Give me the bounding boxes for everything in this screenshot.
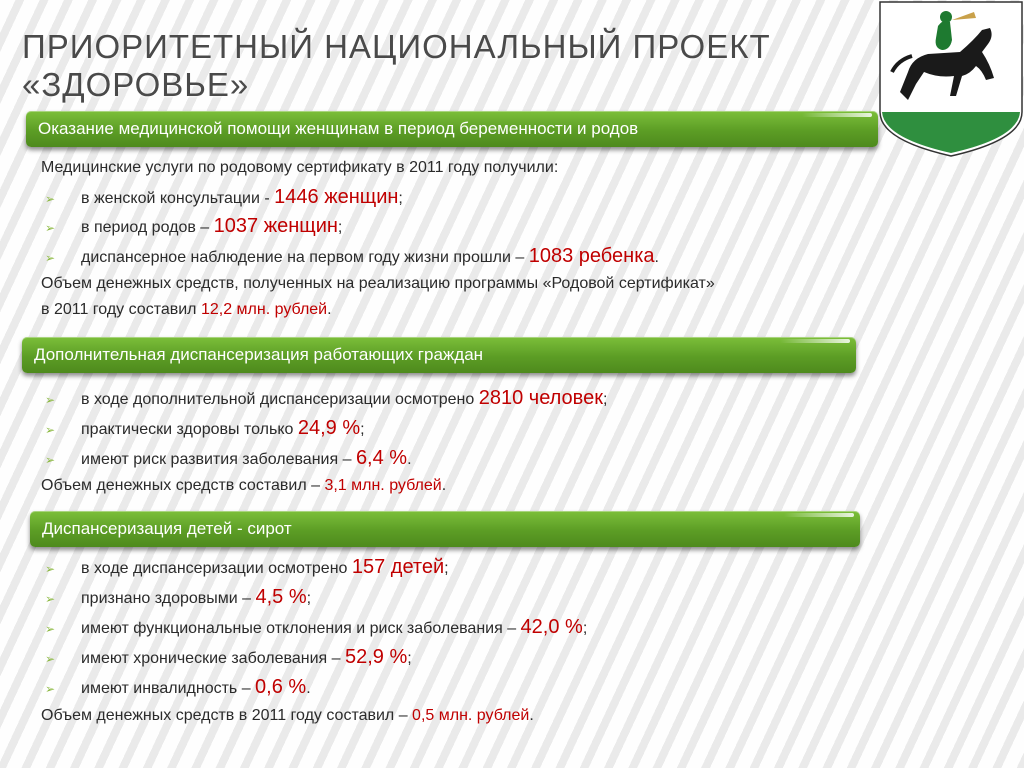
list-item: ➢ в период родов – 1037 женщин; [45,214,342,240]
section-header-label: Оказание медицинской помощи женщинам в п… [38,119,639,138]
header-highlight [802,113,872,117]
list-item: ➢ имеют функциональные отклонения и риск … [45,615,587,641]
item-text: практически здоровы только [81,421,298,438]
item-tail: ; [582,620,588,637]
section-header-orphans: Диспансеризация детей - сирот [30,511,860,547]
item-value: 52,9 % [344,646,408,668]
arrow-bullet-icon: ➢ [45,682,56,696]
item-text: в женской консультации - [81,190,275,207]
item-tail: . [654,249,659,266]
item-value: 0,6 % [255,676,307,698]
footer-text: Объем денежных средств составил – [41,477,325,494]
header-highlight [784,513,854,517]
list-item: ➢ в ходе дополнительной диспансеризации о… [45,386,607,412]
section-header-label: Дополнительная диспансеризация работающи… [34,345,484,364]
item-text: в период родов – [81,219,214,236]
item-value: 1037 женщин [213,215,338,237]
item-text: диспансерное наблюдение на первом году ж… [81,249,529,266]
item-tail: ; [602,391,608,408]
slide-title: ПРИОРИТЕТНЫЙ НАЦИОНАЛЬНЫЙ ПРОЕКТ «ЗДОРОВ… [22,28,771,103]
item-text: в ходе дополнительной диспансеризации ос… [81,391,479,408]
item-tail: ; [360,421,365,438]
item-value: 1083 ребенка [528,245,655,267]
item-value: 42,0 % [520,616,583,638]
header-highlight [780,339,850,343]
arrow-bullet-icon: ➢ [45,622,56,636]
list-item: ➢ имеют хронические заболевания – 52,9 %; [45,645,412,671]
footer-value: 0,5 млн. рублей [412,707,530,724]
arrow-bullet-icon: ➢ [45,562,56,576]
item-tail: . [407,451,412,468]
item-text: признано здоровыми – [81,590,256,607]
footer-tail: . [327,301,332,318]
footer-text: в 2011 году составил [41,301,201,318]
arrow-bullet-icon: ➢ [45,393,56,407]
section-footer-line: Объем денежных средств, полученных на ре… [41,275,715,292]
item-value: 6,4 % [355,447,408,469]
list-item: ➢ в женской консультации - 1446 женщин; [45,185,403,211]
item-text: имеют инвалидность – [81,680,256,697]
arrow-bullet-icon: ➢ [45,652,56,666]
list-item: ➢ имеют риск развития заболевания – 6,4 %… [45,446,412,472]
item-value: 2810 человек [478,387,603,409]
item-tail: ; [444,560,449,577]
list-item: ➢ имеют инвалидность – 0,6 %. [45,675,311,701]
section-header-maternity: Оказание медицинской помощи женщинам в п… [26,111,878,147]
arrow-bullet-icon: ➢ [45,221,56,235]
arrow-bullet-icon: ➢ [45,592,56,606]
arrow-bullet-icon: ➢ [45,192,56,206]
list-item: ➢ признано здоровыми – 4,5 %; [45,585,311,611]
item-tail: ; [306,590,312,607]
footer-value: 3,1 млн. рублей [324,477,442,494]
arrow-bullet-icon: ➢ [45,453,56,467]
list-item: ➢ диспансерное наблюдение на первом году … [45,244,659,270]
item-text: имеют функциональные отклонения и риск з… [81,620,521,637]
item-text: имеют риск развития заболевания – [81,451,356,468]
footer-value: 12,2 млн. рублей [200,301,328,318]
item-text: имеют хронические заболевания – [81,650,345,667]
item-tail: ; [337,219,343,236]
list-item: ➢ в ходе диспансеризации осмотрено 157 де… [45,555,449,581]
item-tail: ; [407,650,412,667]
item-value: 24,9 % [297,417,361,439]
footer-tail: . [441,477,447,494]
section-footer: Объем денежных средств составил – 3,1 мл… [41,474,446,498]
section-intro: Медицинские услуги по родовому сертифика… [41,159,559,176]
section-header-label: Диспансеризация детей - сирот [42,519,292,538]
item-tail: . [306,680,311,697]
item-value: 1446 женщин [274,186,399,208]
item-value: 157 детей [351,556,445,578]
item-tail: ; [398,190,403,207]
coat-of-arms-horseman-icon [879,1,1023,157]
list-item: ➢ практически здоровы только 24,9 %; [45,416,365,442]
arrow-bullet-icon: ➢ [45,423,56,437]
section-header-workers: Дополнительная диспансеризация работающи… [22,337,856,373]
item-value: 4,5 % [255,586,307,608]
footer-tail: . [529,707,534,724]
item-text: в ходе диспансеризации осмотрено [81,560,352,577]
section-footer: в 2011 году составил 12,2 млн. рублей. [41,298,332,322]
arrow-bullet-icon: ➢ [45,251,56,265]
footer-text: Объем денежных средств в 2011 году соста… [41,707,413,724]
section-footer: Объем денежных средств в 2011 году соста… [41,704,534,728]
